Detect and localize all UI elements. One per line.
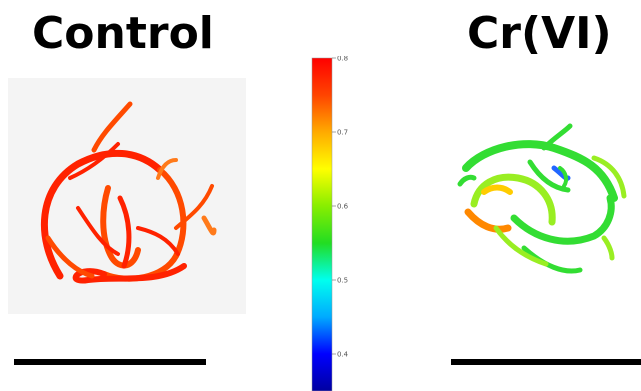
filament-segment [481,184,513,195]
control-filament-network [40,101,217,284]
filament-segment [457,174,477,187]
control-scale-bar [14,359,206,365]
filament-segment [117,195,132,269]
colorbar-tick-label: 0.4 [337,351,349,359]
crvi-filament-network [457,123,627,274]
crvi-cell-image [457,123,627,274]
colorbar-tick-label: 0.7 [337,129,348,137]
colorbar: 0.8 0.7 0.6 0.5 0.4 [311,56,349,391]
filament-segment [45,235,95,279]
filament-segment [100,185,141,269]
filament-segment [201,215,217,236]
filament-segment [462,140,618,202]
filament-segment [558,166,569,188]
control-cell-image [8,78,246,314]
filament-segment [68,142,120,180]
colorbar-tick-label: 0.8 [337,56,348,63]
colorbar-gradient [311,57,333,391]
filament-segment [91,101,133,153]
filament-segment [541,123,573,151]
filament-segment [510,194,615,245]
colorbar-tick-label: 0.6 [337,203,349,211]
filament-segment [156,158,178,180]
filament-segment [40,149,164,280]
filament-segment [136,226,180,256]
colorbar-tick-label: 0.5 [337,277,348,285]
filament-segment [591,155,627,199]
control-title: Control [32,8,214,59]
filament-segment [76,206,120,256]
filament-segment [601,235,615,261]
filament-segment [464,208,512,233]
crvi-title: Cr(VI) [467,8,612,59]
filament-segment [493,225,549,267]
filament-segment [470,173,556,226]
filament-segment [527,159,571,193]
filament-segment [521,245,583,274]
crvi-scale-bar [451,359,641,365]
filament-segment [174,184,214,230]
